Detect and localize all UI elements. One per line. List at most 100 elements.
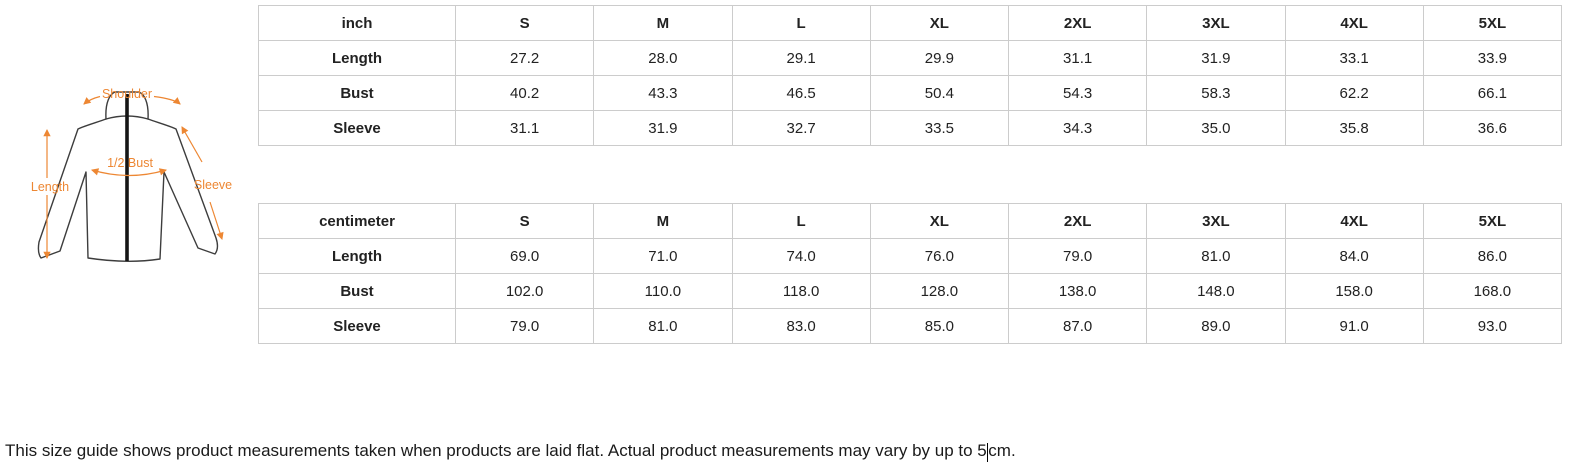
size-column-header: XL (869, 203, 1010, 239)
unit-header-cell: inch (258, 5, 456, 41)
measurement-value: 46.5 (731, 75, 871, 111)
measurement-value: 74.0 (731, 238, 871, 274)
measurement-value: 138.0 (1007, 273, 1148, 309)
half-bust-label: 1/2 Bust (107, 156, 153, 170)
measurement-value: 79.0 (454, 308, 595, 344)
measurement-value: 148.0 (1146, 273, 1286, 309)
measurement-value: 33.1 (1284, 40, 1424, 76)
sleeve-label: Sleeve (194, 178, 232, 192)
measurement-value: 76.0 (869, 238, 1010, 274)
size-column-header: 2XL (1007, 5, 1148, 41)
measurement-value: 85.0 (869, 308, 1010, 344)
measurement-value: 110.0 (593, 273, 733, 309)
measurement-value: 33.5 (869, 110, 1010, 146)
measurement-value: 91.0 (1284, 308, 1424, 344)
measurement-value: 62.2 (1284, 75, 1424, 111)
note-text-after-caret: cm. (988, 441, 1016, 460)
size-column-header: 4XL (1284, 5, 1424, 41)
measurement-value: 71.0 (593, 238, 733, 274)
jacket-measurement-diagram: Shoulder Length 1/2 Bust Sleeve (14, 82, 242, 274)
measurement-label: Sleeve (258, 308, 456, 344)
shoulder-arrow-right (153, 95, 181, 105)
size-table-header-row: centimeter S M L XL 2XL 3XL 4XL 5XL (258, 203, 1563, 239)
measurement-row: Bust 102.0 110.0 118.0 128.0 138.0 148.0 158.0 1… (258, 273, 1563, 309)
size-column-header: S (454, 203, 595, 239)
shoulder-arrow-left (83, 95, 101, 105)
length-label: Length (31, 180, 69, 194)
zipper (125, 94, 129, 261)
measurement-value: 28.0 (593, 40, 733, 76)
measurement-value: 84.0 (1284, 238, 1424, 274)
measurement-value: 31.9 (1146, 40, 1286, 76)
measurement-value: 35.0 (1146, 110, 1286, 146)
size-column-header: L (731, 5, 871, 41)
measurement-row: Sleeve 79.0 81.0 83.0 85.0 87.0 89.0 91.0 93.0 (258, 308, 1563, 344)
measurement-value: 34.3 (1007, 110, 1148, 146)
size-column-header: M (593, 203, 733, 239)
note-text-before-caret: This size guide shows product measuremen… (5, 441, 987, 460)
size-column-header: 3XL (1146, 5, 1286, 41)
size-column-header: 5XL (1422, 5, 1563, 41)
sleeve-arrow-top (181, 126, 203, 163)
measurement-value: 168.0 (1422, 273, 1563, 309)
measurement-value: 31.9 (593, 110, 733, 146)
measurement-value: 31.1 (1007, 40, 1148, 76)
measurement-value: 102.0 (454, 273, 595, 309)
measurement-value: 93.0 (1422, 308, 1563, 344)
size-table-header-row: inch S M L XL 2XL 3XL 4XL 5XL (258, 5, 1563, 41)
size-column-header: 5XL (1422, 203, 1563, 239)
measurement-value: 66.1 (1422, 75, 1563, 111)
measurement-value: 50.4 (869, 75, 1010, 111)
size-column-header: 2XL (1007, 203, 1148, 239)
measurement-value: 58.3 (1146, 75, 1286, 111)
size-guide-note[interactable]: This size guide shows product measuremen… (5, 440, 1575, 462)
measurement-value: 40.2 (454, 75, 595, 111)
measurement-row: Length 27.2 28.0 29.1 29.9 31.1 31.9 33.1 33.9 (258, 40, 1563, 76)
unit-header-cell: centimeter (258, 203, 456, 239)
measurement-value: 35.8 (1284, 110, 1424, 146)
measurement-value: 158.0 (1284, 273, 1424, 309)
bust-arrow (90, 168, 168, 177)
measurement-value: 43.3 (593, 75, 733, 111)
measurement-value: 36.6 (1422, 110, 1563, 146)
measurement-value: 27.2 (454, 40, 595, 76)
measurement-label: Sleeve (258, 110, 456, 146)
measurement-annotations (43, 95, 224, 260)
sleeve-arrow-bottom (209, 201, 224, 240)
measurement-value: 79.0 (1007, 238, 1148, 274)
size-column-header: M (593, 5, 733, 41)
size-column-header: L (731, 203, 871, 239)
measurement-label: Length (258, 40, 456, 76)
measurement-value: 31.1 (454, 110, 595, 146)
measurement-value: 32.7 (731, 110, 871, 146)
measurement-value: 87.0 (1007, 308, 1148, 344)
measurement-value: 29.9 (869, 40, 1010, 76)
measurement-value: 81.0 (593, 308, 733, 344)
size-column-header: 4XL (1284, 203, 1424, 239)
measurement-value: 33.9 (1422, 40, 1563, 76)
measurement-value: 81.0 (1146, 238, 1286, 274)
size-column-header: S (454, 5, 595, 41)
shoulder-label: Shoulder (102, 87, 152, 101)
size-table-inch: inch S M L XL 2XL 3XL 4XL 5XL Length 27.2 28.0 29.1 2… (258, 5, 1563, 146)
text-caret (986, 443, 989, 462)
size-table-centimeter: centimeter S M L XL 2XL 3XL 4XL 5XL Length 69.0 71.… (258, 203, 1563, 344)
measurement-row: Sleeve 31.1 31.9 32.7 33.5 34.3 35.0 35.8 36.6 (258, 110, 1563, 146)
measurement-value: 86.0 (1422, 238, 1563, 274)
measurement-label: Bust (258, 273, 456, 309)
measurement-value: 128.0 (869, 273, 1010, 309)
jacket-diagram-svg: Shoulder Length 1/2 Bust Sleeve (31, 87, 232, 262)
measurement-row: Length 69.0 71.0 74.0 76.0 79.0 81.0 84.0 86.0 (258, 238, 1563, 274)
size-column-header: 3XL (1146, 203, 1286, 239)
measurement-value: 54.3 (1007, 75, 1148, 111)
size-column-header: XL (869, 5, 1010, 41)
measurement-value: 29.1 (731, 40, 871, 76)
measurement-value: 89.0 (1146, 308, 1286, 344)
measurement-value: 69.0 (454, 238, 595, 274)
measurement-label: Length (258, 238, 456, 274)
measurement-value: 83.0 (731, 308, 871, 344)
measurement-row: Bust 40.2 43.3 46.5 50.4 54.3 58.3 62.2 66.1 (258, 75, 1563, 111)
measurement-label: Bust (258, 75, 456, 111)
measurement-value: 118.0 (731, 273, 871, 309)
